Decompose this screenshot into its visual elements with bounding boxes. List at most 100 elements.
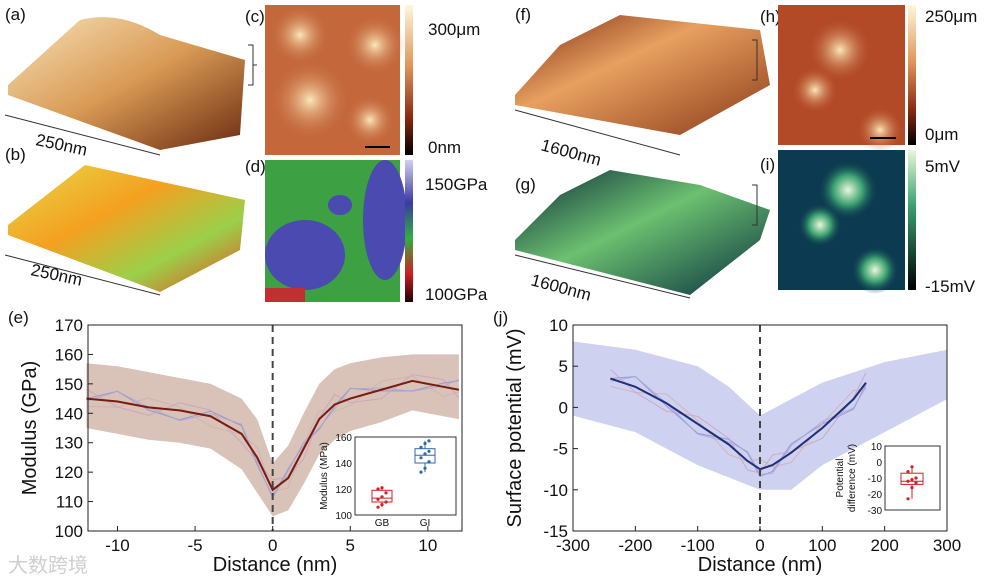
data-point — [427, 449, 431, 453]
y-axis-title: Modulus (GPa) — [19, 361, 41, 496]
data-point — [384, 500, 388, 504]
y-tick-label: 140 — [55, 404, 83, 423]
inset-y-tick-label: 120 — [335, 485, 352, 496]
panel-c: (c) 300μm 0nm — [245, 5, 480, 157]
x-axis-title: Distance (nm) — [698, 554, 822, 576]
y-tick-label: 0 — [559, 398, 568, 417]
watermark: 大数跨境 — [8, 554, 88, 577]
colorbar-min-c: 0nm — [428, 138, 461, 157]
panel-f-label: (f) — [515, 5, 531, 24]
axis-line — [4, 114, 161, 156]
axis-line — [514, 109, 681, 156]
data-point — [380, 495, 384, 499]
x-tick-label: -10 — [105, 536, 130, 555]
data-point — [419, 456, 423, 460]
data-point — [906, 497, 910, 501]
axis-line — [514, 254, 691, 299]
inset-y-tick-label: 140 — [335, 459, 352, 470]
x-tick-label: -5 — [188, 536, 203, 555]
y-tick-label: 160 — [55, 345, 83, 364]
plot-frame — [87, 324, 463, 532]
y-tick-label: 170 — [55, 316, 83, 335]
data-point — [910, 465, 914, 469]
panel-b-label: (b) — [5, 145, 26, 164]
data-point — [914, 481, 918, 485]
scale-label-b: 250nm — [29, 260, 84, 289]
potential-3d-surface-g — [515, 170, 770, 295]
panel-label: (e) — [8, 308, 29, 327]
inset-x-label: GI — [420, 518, 431, 529]
data-point — [427, 460, 431, 464]
panel-f: (f) 1600nm — [514, 5, 770, 170]
colorbar-min-h: 0μm — [925, 125, 958, 144]
x-tick-label: -200 — [618, 536, 652, 555]
individual-trace — [610, 368, 867, 474]
panel-h: (h) 250μm 0μm — [760, 5, 977, 152]
data-point — [380, 486, 384, 490]
x-tick-label: 0 — [268, 536, 277, 555]
y-tick-label: -15 — [543, 522, 568, 541]
z-scale-bracket — [752, 39, 758, 81]
colorbar-min-d: 100GPa — [425, 285, 488, 304]
y-tick-label: 100 — [55, 522, 83, 541]
inset-y-tick-label: 0 — [876, 458, 882, 469]
data-point — [423, 466, 427, 470]
data-point — [910, 478, 914, 482]
panel-d-label: (d) — [245, 157, 266, 176]
panel-g: (g) 1600nm — [514, 170, 770, 305]
inset-y-tick-label: 160 — [335, 433, 352, 444]
chart-e: (e) -10 -5 0 5 10 100 110 120 130 140 150 160 170 Dist… — [8, 308, 463, 576]
inset-y-axis-title: difference (mV) — [847, 444, 858, 512]
y-tick-label: 110 — [56, 493, 83, 512]
colorbar-max-d: 150GPa — [425, 175, 488, 194]
data-point — [427, 439, 431, 443]
data-point — [376, 487, 380, 491]
mean-line — [86, 379, 460, 492]
y-tick-label: -5 — [553, 440, 568, 459]
panel-d: (d) 150GPa 100GPa — [245, 157, 488, 304]
data-point — [423, 452, 427, 456]
chart-j: (j)-300 -200 -100 0 100 200 300-15-10-50510Dis… — [493, 308, 961, 576]
panel-b: (b) 250nm — [4, 145, 245, 296]
y-tick-label: 130 — [55, 434, 83, 453]
colorbar-max-i: 5mV — [925, 157, 961, 176]
individual-trace — [86, 375, 460, 493]
x-tick-label: 10 — [418, 536, 437, 555]
panel-a-label: (a) — [5, 5, 26, 24]
inset-y-tick-label: 100 — [335, 511, 352, 522]
panel-h-label: (h) — [760, 7, 781, 26]
data-point — [906, 470, 910, 474]
x-tick-label: 100 — [808, 536, 836, 555]
colorbar-i — [908, 150, 916, 290]
panel-i: (i) 5mV -15mV — [760, 150, 976, 296]
scale-label-g: 1600nm — [529, 271, 593, 305]
data-point — [906, 479, 910, 483]
colorbar-h — [908, 5, 916, 145]
panel-label: (j) — [493, 308, 508, 327]
inset-y-axis-title: Modulus (MPa) — [319, 442, 330, 510]
individual-trace — [610, 385, 867, 468]
inset-y-tick-label: -10 — [868, 474, 883, 485]
y-tick-label: 5 — [559, 357, 568, 376]
inset-boxplot: 10 0 -10 -20 -30 Potential difference (mV) — [835, 442, 941, 517]
individual-trace — [86, 379, 460, 500]
z-scale-bracket — [752, 184, 758, 226]
inset-y-tick-label: -30 — [868, 506, 883, 517]
data-point — [380, 503, 384, 507]
box — [414, 448, 436, 464]
x-tick-label: 5 — [346, 536, 355, 555]
y-tick-label: 120 — [55, 463, 83, 482]
colorbar-d — [405, 160, 413, 302]
data-point — [384, 491, 388, 495]
x-tick-label: 300 — [933, 536, 961, 555]
panel-g-label: (g) — [515, 175, 536, 194]
data-point — [914, 476, 918, 480]
x-tick-label: 0 — [755, 536, 764, 555]
z-scale-bracket — [248, 44, 257, 86]
x-tick-label: 200 — [870, 536, 898, 555]
inset-boxplot: 100 120 140 160 Modulus (MPa) GB GI — [319, 433, 457, 529]
panel-a: (a) 250nm — [4, 5, 257, 160]
individual-trace — [610, 376, 867, 475]
colorbar-max-h: 250μm — [925, 7, 977, 26]
panel-i-label: (i) — [760, 155, 775, 174]
